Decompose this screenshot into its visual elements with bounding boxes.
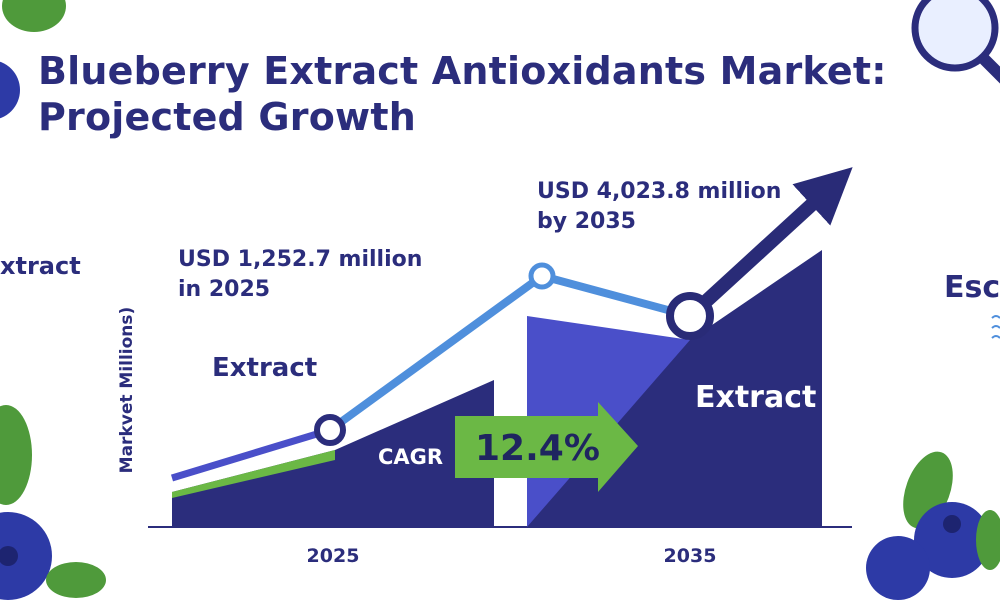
x-tick-2025: 2025: [307, 545, 360, 567]
annotation-end: USD 4,023.8 million by 2035: [537, 179, 789, 234]
annotation-end-line-2: by 2035: [537, 209, 636, 234]
right-area-label: Extract: [695, 380, 816, 415]
annotation-start-line-2: in 2025: [178, 277, 270, 302]
blueberry-crown-icon: [943, 515, 961, 533]
blueberry-icon: [0, 512, 52, 600]
magnifier-icon: [911, 0, 1000, 84]
data-point-2025: [314, 414, 346, 446]
blueberry-crown-icon: [0, 546, 18, 566]
decor-bottom-right: [866, 451, 1000, 600]
annotation-start: USD 1,252.7 million in 2025: [178, 247, 430, 302]
cagr-label: CAGR: [378, 445, 443, 469]
wave-icon: [991, 315, 1000, 339]
x-tick-2035: 2035: [664, 545, 717, 567]
blueberry-icon: [914, 502, 990, 578]
side-text-right: Esc: [944, 270, 1000, 305]
data-point-2035: [666, 292, 714, 340]
decor-bottom-left: [0, 405, 106, 600]
green-band: [172, 450, 335, 498]
title-line-1: Blueberry Extract Antioxidants Market:: [38, 49, 887, 93]
title-line-2: Projected Growth: [38, 95, 416, 139]
leaf-icon: [46, 562, 106, 598]
cagr-value: 12.4%: [475, 428, 600, 469]
leaf-icon: [976, 510, 1000, 570]
left-area-label: Extract: [212, 353, 317, 383]
blueberry-icon: [866, 536, 930, 600]
side-text-left: xtract: [0, 252, 81, 280]
chart-title: Blueberry Extract Antioxidants Market: P…: [38, 48, 887, 140]
trend-line-start: [170, 426, 332, 482]
blueberry-icon: [0, 61, 20, 119]
leaf-icon: [2, 0, 66, 32]
cagr-arrow: [455, 402, 638, 492]
y-axis-label: Markvet Millions): [117, 307, 137, 474]
leaf-icon: [0, 405, 32, 505]
annotation-start-line-1: USD 1,252.7 million: [178, 247, 422, 272]
decor-top-left: [0, 0, 66, 119]
growth-arrow: [685, 167, 853, 322]
annotation-end-line-1: USD 4,023.8 million: [537, 179, 781, 204]
data-point-peak: [528, 262, 556, 290]
